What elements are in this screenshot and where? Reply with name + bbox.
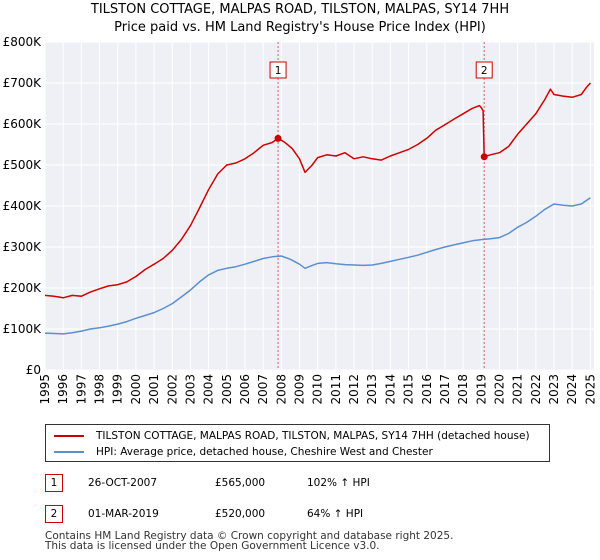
x-tick-label: 2013 (365, 374, 379, 405)
x-tick-label: 2022 (529, 374, 543, 405)
x-tick-label: 1996 (56, 374, 70, 405)
sale-date: 26-OCT-2007 (88, 477, 157, 489)
legend-swatch-property (54, 435, 84, 437)
x-tick-label: 2012 (347, 374, 361, 405)
sale-hpi-change: 64% ↑ HPI (307, 508, 364, 520)
y-tick-label: £400K (3, 199, 43, 213)
y-tick-label: £200K (3, 281, 43, 295)
x-tick-label: 2007 (256, 374, 270, 405)
sale-price: £520,000 (215, 508, 266, 520)
x-tick-label: 2017 (438, 374, 452, 405)
x-tick-label: 2008 (274, 374, 288, 405)
sale-number-badge: 1 (45, 474, 63, 492)
x-tick-label: 2024 (565, 374, 579, 405)
legend-item-hpi: HPI: Average price, detached house, Ches… (54, 445, 433, 459)
x-tick-label: 1999 (111, 374, 125, 405)
footer-copyright: Contains HM Land Registry data © Crown c… (45, 530, 454, 542)
sale-price: £565,000 (215, 477, 266, 489)
legend-label-hpi: HPI: Average price, detached house, Ches… (96, 446, 433, 458)
property-series-line (44, 82, 591, 299)
y-tick-label: £700K (3, 76, 43, 90)
x-tick-label: 2005 (220, 374, 234, 405)
x-tick-label: 2000 (129, 374, 143, 405)
grid (44, 41, 594, 371)
legend-item-property: TILSTON COTTAGE, MALPAS ROAD, TILSTON, M… (54, 429, 530, 443)
x-tick-label: 2011 (329, 374, 343, 405)
chart-title: TILSTON COTTAGE, MALPAS ROAD, TILSTON, M… (90, 2, 509, 17)
sale-label: 2 (481, 65, 488, 77)
x-tick-label: 2006 (238, 374, 252, 405)
sale-point (480, 153, 488, 161)
hpi-series-line (44, 197, 591, 335)
x-tick-label: 2002 (165, 374, 179, 405)
x-tick-label: 2001 (147, 374, 161, 405)
chart-subtitle: Price paid vs. HM Land Registry's House … (114, 20, 486, 35)
x-tick-label: 1998 (93, 374, 107, 405)
y-tick-label: £0 (26, 363, 41, 377)
sale-label-box (475, 61, 493, 79)
sale-point (274, 134, 282, 142)
x-tick-label: 2010 (311, 374, 325, 405)
x-tick-label: 2014 (383, 374, 397, 405)
legend-swatch-hpi (54, 451, 84, 453)
y-tick-label: £500K (3, 158, 43, 172)
x-tick-label: 2023 (547, 374, 561, 405)
chart: TILSTON COTTAGE, MALPAS ROAD, TILSTON, M… (3, 2, 598, 405)
x-tick-label: 2003 (183, 374, 197, 405)
legend-label-property: TILSTON COTTAGE, MALPAS ROAD, TILSTON, M… (96, 430, 530, 442)
x-tick-label: 1997 (74, 374, 88, 405)
sale-label: 1 (275, 65, 282, 77)
sale-hpi-change: 102% ↑ HPI (307, 477, 370, 489)
x-tick-label: 2015 (402, 374, 416, 405)
y-tick-label: £800K (3, 35, 43, 49)
y-tick-label: £300K (3, 240, 43, 254)
series (44, 82, 591, 335)
x-tick-label: 2021 (511, 374, 525, 405)
footer-licence: This data is licensed under the Open Gov… (45, 540, 380, 552)
x-tick-label: 2004 (202, 374, 216, 405)
x-tick-label: 2025 (583, 374, 597, 405)
legend: TILSTON COTTAGE, MALPAS ROAD, TILSTON, M… (45, 424, 550, 462)
x-tick-label: 2016 (420, 374, 434, 405)
x-tick-label: 2018 (456, 374, 470, 405)
y-tick-label: £100K (3, 322, 43, 336)
y-tick-label: £600K (3, 117, 43, 131)
sale-label-box (269, 61, 287, 79)
sale-date: 01-MAR-2019 (88, 508, 159, 520)
x-tick-label: 2020 (492, 374, 506, 405)
axes: £0 £100K £200K £300K £400K £500K £600K £700K £80… (3, 35, 598, 405)
sale-number-badge: 2 (45, 505, 63, 523)
x-tick-label: 2009 (293, 374, 307, 405)
footer: Contains HM Land Registry data © Crown c… (45, 530, 454, 552)
sale-markers (277, 42, 485, 370)
x-tick-label: 1995 (38, 374, 52, 405)
x-tick-label: 2019 (474, 374, 488, 405)
